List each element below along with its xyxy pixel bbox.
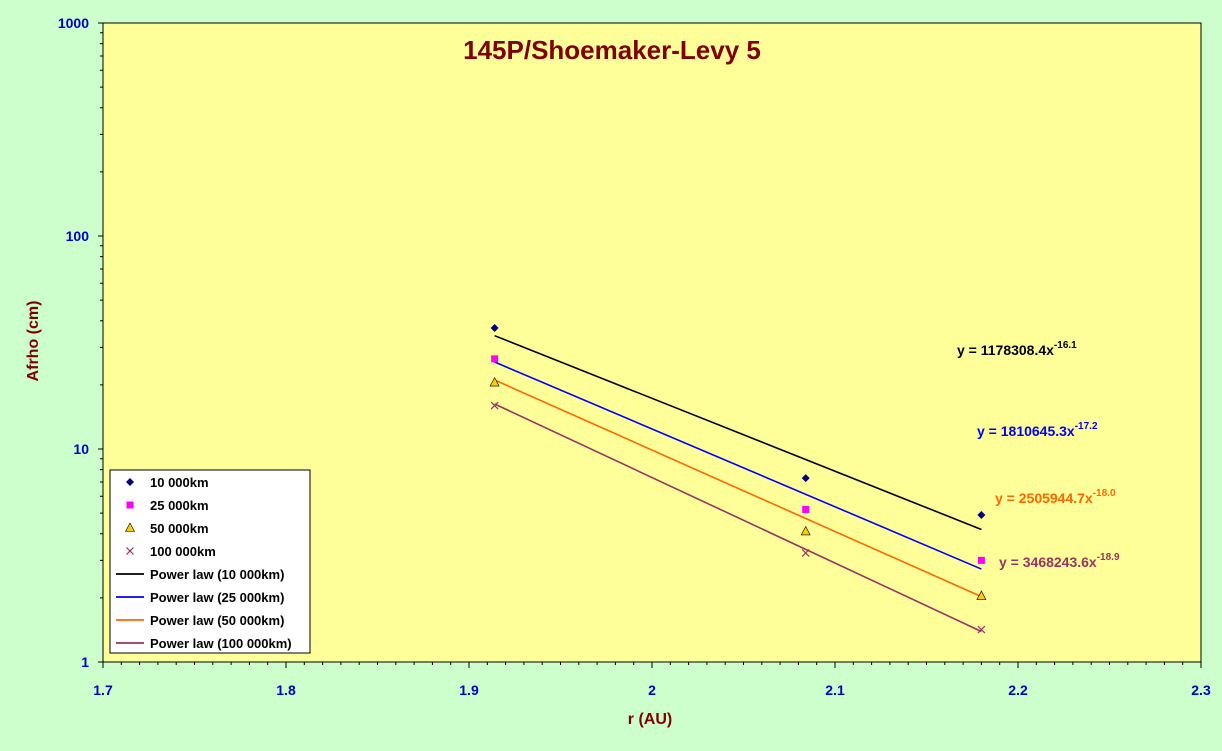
legend-marker [125,522,135,532]
x-tick-label: 2.2 [1008,682,1028,698]
legend-item-6: Power law (50 000km) [116,613,284,628]
equation-label-1: y = 1810645.3x-17.2 [977,421,1098,439]
legend-box [109,469,311,654]
legend-item-0: 10 000km [126,475,209,490]
data-point-1-0 [491,355,499,363]
y-axis-label: Afrho (cm) [25,301,42,382]
legend-label: Power law (50 000km) [150,613,284,628]
trendline-0 [494,334,982,531]
x-axis-label: r (AU) [628,711,672,728]
legend-item-3: 100 000km [126,544,216,559]
equation-text: y = 1178308.4x [957,342,1054,358]
axis-ticks: 1.7 1.8 1.9 2 2.1 2.2 2.3 1 10 100 1000 [58,15,1211,698]
legend: 10 000km 25 000km 50 000km 100 000km Power l… [109,469,311,654]
data-point-3-2 [977,625,986,634]
y-tick-label: 1000 [58,15,89,31]
chart-title: 145P/Shoemaker-Levy 5 [463,35,761,65]
equation-label-3: y = 3468243.6x-18.9 [999,552,1120,570]
equation-label-0: y = 1178308.4x-16.1 [957,340,1077,358]
legend-item-7: Power law (100 000km) [116,636,292,651]
data-point-3-0 [490,401,499,410]
legend-label: 50 000km [150,521,209,536]
trendline-1 [494,361,982,570]
legend-label: Power law (25 000km) [150,590,284,605]
data-point-0-0 [490,323,499,332]
equation-text: y = 1810645.3x [977,423,1075,439]
equation-exponent: -18.0 [1093,488,1116,499]
legend-label: Power law (10 000km) [150,567,284,582]
legend-item-2: 50 000km [125,521,209,536]
data-point-3-1 [801,549,810,557]
data-point-0-1 [801,474,810,483]
equation-text: y = 3468243.6x [999,554,1097,570]
trendline-2 [494,379,982,598]
legend-label: 10 000km [150,475,209,490]
x-tick-label: 1.7 [93,682,113,698]
trendline-equations: y = 1178308.4x-16.1y = 1810645.3x-17.2y … [957,340,1120,570]
trendline-3 [494,403,982,633]
legend-item-5: Power law (25 000km) [116,590,284,605]
equation-text: y = 2505944.7x [995,490,1093,506]
legend-marker [126,547,134,555]
legend-label: 25 000km [150,498,209,513]
legend-item-4: Power law (10 000km) [116,567,284,582]
data-point-2-2 [976,590,987,600]
legend-label: 100 000km [150,544,216,559]
equation-exponent: -16.1 [1054,340,1077,351]
data-point-1-1 [802,505,810,513]
x-tick-label: 1.8 [276,682,296,698]
trendlines [494,334,982,633]
legend-marker [126,501,134,509]
equation-label-2: y = 2505944.7x-18.0 [995,488,1116,506]
data-point-1-2 [977,556,985,564]
y-tick-label: 1 [81,654,89,670]
equation-exponent: -17.2 [1075,421,1098,432]
legend-marker [126,478,134,486]
x-tick-label: 2 [648,682,656,698]
data-markers [489,323,987,634]
equation-exponent: -18.9 [1097,552,1120,563]
y-tick-label: 10 [73,441,89,457]
data-point-2-1 [800,525,811,536]
x-tick-label: 2.1 [825,682,845,698]
data-point-2-0 [489,376,500,387]
legend-item-1: 25 000km [126,498,209,513]
y-tick-label: 100 [66,228,90,244]
x-tick-label: 1.9 [459,682,479,698]
x-tick-label: 2.3 [1191,682,1211,698]
legend-label: Power law (100 000km) [150,636,292,651]
data-point-0-2 [977,510,986,519]
